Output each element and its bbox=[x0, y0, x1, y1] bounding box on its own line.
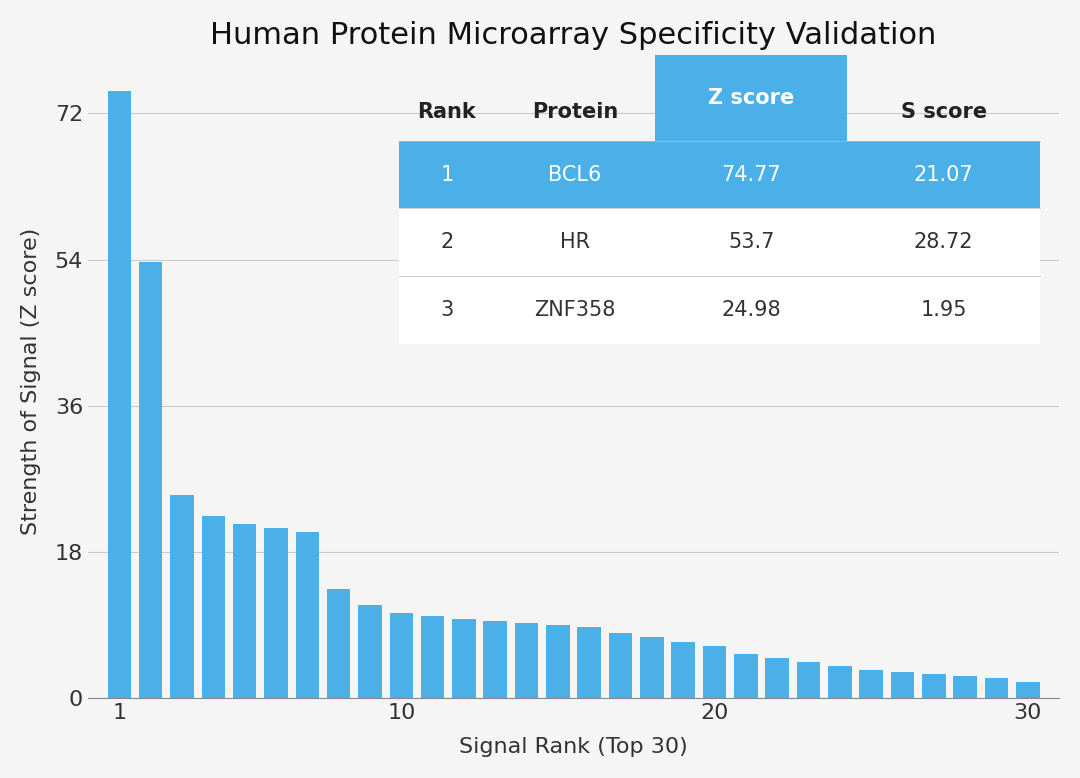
Bar bbox=[578, 627, 600, 699]
Bar bbox=[265, 527, 287, 699]
Bar bbox=[609, 633, 632, 699]
Bar bbox=[484, 621, 507, 699]
Bar bbox=[640, 637, 663, 699]
Bar bbox=[233, 524, 256, 699]
Text: 28.72: 28.72 bbox=[914, 232, 973, 252]
Text: 1.95: 1.95 bbox=[920, 300, 967, 320]
Bar bbox=[515, 623, 538, 699]
Text: 21.07: 21.07 bbox=[914, 164, 973, 184]
Text: 1: 1 bbox=[441, 164, 454, 184]
Bar bbox=[828, 666, 852, 699]
Text: 24.98: 24.98 bbox=[721, 300, 781, 320]
Bar bbox=[171, 496, 193, 699]
Bar bbox=[108, 91, 131, 699]
Text: S score: S score bbox=[901, 102, 987, 122]
Bar bbox=[703, 646, 726, 699]
Bar bbox=[546, 626, 569, 699]
Bar bbox=[1016, 682, 1040, 699]
Bar bbox=[672, 642, 694, 699]
Bar bbox=[359, 605, 381, 699]
Text: 3: 3 bbox=[441, 300, 454, 320]
Text: Z score: Z score bbox=[708, 88, 795, 108]
Text: Protein: Protein bbox=[531, 102, 618, 122]
Text: Rank: Rank bbox=[418, 102, 476, 122]
Bar bbox=[860, 670, 883, 699]
FancyBboxPatch shape bbox=[399, 276, 1040, 344]
Bar bbox=[390, 613, 413, 699]
Text: 2: 2 bbox=[441, 232, 454, 252]
Bar bbox=[985, 678, 1009, 699]
Bar bbox=[891, 672, 915, 699]
Bar bbox=[327, 589, 350, 699]
Bar bbox=[922, 674, 946, 699]
Bar bbox=[202, 516, 225, 699]
Bar bbox=[453, 619, 475, 699]
Title: Human Protein Microarray Specificity Validation: Human Protein Microarray Specificity Val… bbox=[211, 21, 936, 50]
Bar bbox=[139, 262, 162, 699]
Bar bbox=[296, 532, 319, 699]
Y-axis label: Strength of Signal (Z score): Strength of Signal (Z score) bbox=[21, 228, 41, 535]
Text: BCL6: BCL6 bbox=[549, 164, 602, 184]
Bar bbox=[797, 662, 821, 699]
Text: 74.77: 74.77 bbox=[721, 164, 781, 184]
Text: ZNF358: ZNF358 bbox=[535, 300, 616, 320]
FancyBboxPatch shape bbox=[399, 209, 1040, 276]
Text: 53.7: 53.7 bbox=[728, 232, 774, 252]
FancyBboxPatch shape bbox=[399, 141, 1040, 209]
Text: HR: HR bbox=[561, 232, 590, 252]
X-axis label: Signal Rank (Top 30): Signal Rank (Top 30) bbox=[459, 738, 688, 757]
Bar bbox=[734, 654, 758, 699]
Bar bbox=[954, 675, 977, 699]
Bar bbox=[421, 615, 444, 699]
Bar bbox=[766, 657, 789, 699]
FancyBboxPatch shape bbox=[656, 55, 848, 141]
